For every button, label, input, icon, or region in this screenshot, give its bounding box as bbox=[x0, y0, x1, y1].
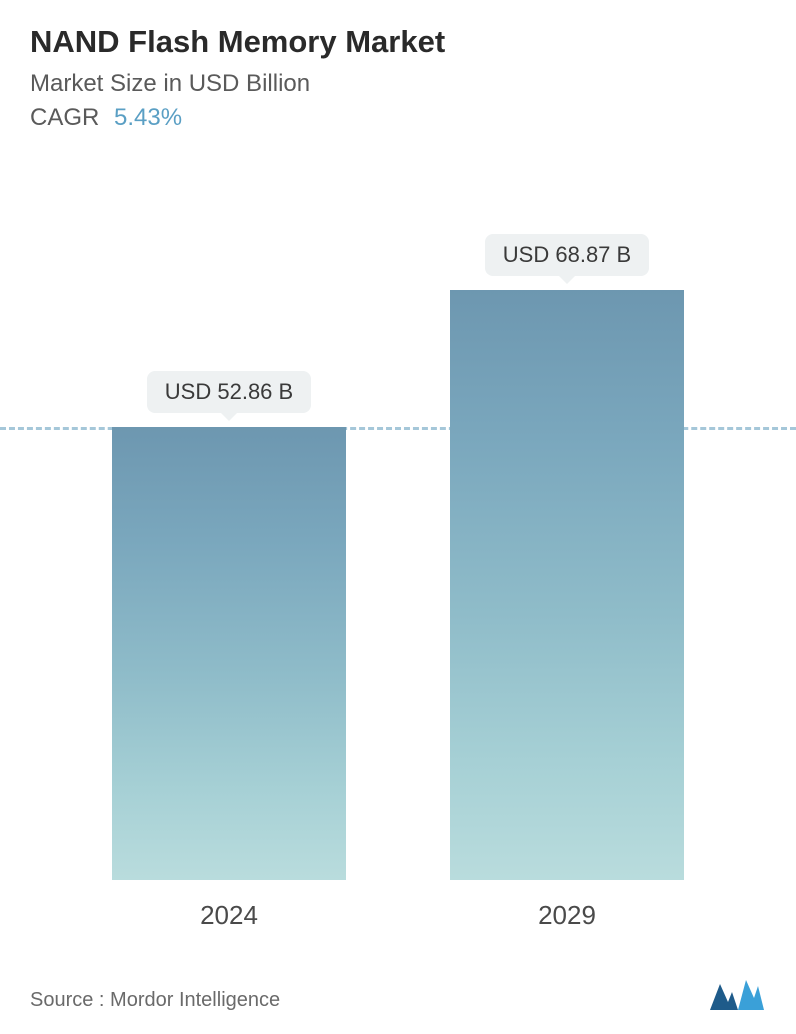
cagr-value: 5.43% bbox=[114, 104, 182, 131]
cagr-row: CAGR 5.43% bbox=[30, 104, 766, 132]
x-axis-label: 2029 bbox=[450, 890, 684, 940]
bar-group: USD 52.86 B bbox=[112, 371, 346, 880]
bar bbox=[450, 290, 684, 880]
value-badge: USD 68.87 B bbox=[485, 234, 649, 276]
brand-logo-icon bbox=[708, 972, 766, 1012]
cagr-label: CAGR bbox=[30, 104, 99, 131]
x-axis-labels: 2024 2029 bbox=[0, 890, 796, 940]
chart-subtitle: Market Size in USD Billion bbox=[30, 70, 766, 98]
bar bbox=[112, 427, 346, 880]
bar-group: USD 68.87 B bbox=[450, 234, 684, 880]
chart-title: NAND Flash Memory Market bbox=[30, 24, 766, 60]
chart-footer: Source : Mordor Intelligence bbox=[30, 972, 766, 1012]
bars-container: USD 52.86 B USD 68.87 B bbox=[0, 180, 796, 880]
chart-area: USD 52.86 B USD 68.87 B 2024 2029 bbox=[0, 180, 796, 940]
chart-header: NAND Flash Memory Market Market Size in … bbox=[0, 0, 796, 132]
source-text: Source : Mordor Intelligence bbox=[30, 989, 280, 1012]
value-badge: USD 52.86 B bbox=[147, 371, 311, 413]
x-axis-label: 2024 bbox=[112, 890, 346, 940]
